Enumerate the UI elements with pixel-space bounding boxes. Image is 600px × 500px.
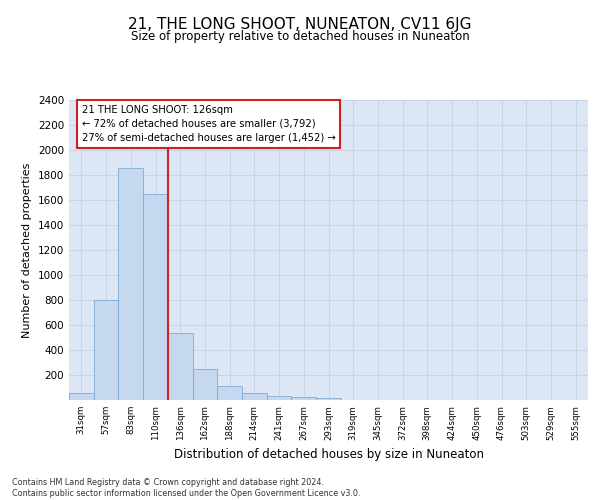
Bar bbox=[193, 370, 217, 400]
Bar bbox=[242, 393, 267, 400]
Y-axis label: Number of detached properties: Number of detached properties bbox=[22, 162, 32, 338]
Bar bbox=[143, 194, 168, 400]
Text: Contains HM Land Registry data © Crown copyright and database right 2024.
Contai: Contains HM Land Registry data © Crown c… bbox=[12, 478, 361, 498]
Text: 21, THE LONG SHOOT, NUNEATON, CV11 6JG: 21, THE LONG SHOOT, NUNEATON, CV11 6JG bbox=[128, 18, 472, 32]
Bar bbox=[292, 397, 316, 400]
Bar bbox=[267, 396, 292, 400]
Bar bbox=[94, 300, 118, 400]
Text: Size of property relative to detached houses in Nuneaton: Size of property relative to detached ho… bbox=[131, 30, 469, 43]
X-axis label: Distribution of detached houses by size in Nuneaton: Distribution of detached houses by size … bbox=[173, 448, 484, 461]
Bar bbox=[168, 333, 193, 400]
Bar bbox=[217, 386, 242, 400]
Bar bbox=[69, 392, 94, 400]
Bar bbox=[118, 168, 143, 400]
Text: 21 THE LONG SHOOT: 126sqm
← 72% of detached houses are smaller (3,792)
27% of se: 21 THE LONG SHOOT: 126sqm ← 72% of detac… bbox=[82, 105, 335, 143]
Bar bbox=[316, 398, 341, 400]
